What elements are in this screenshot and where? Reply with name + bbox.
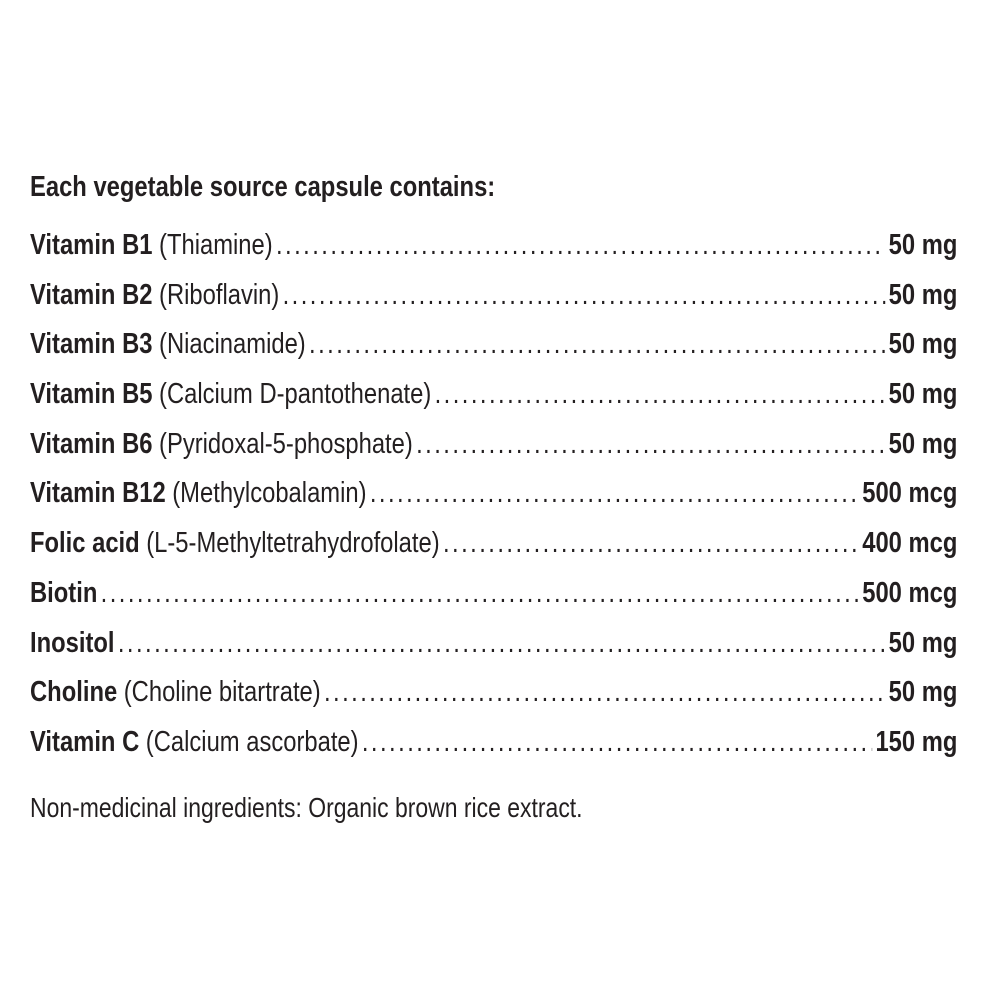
dot-leader	[362, 725, 872, 759]
ingredient-row: Vitamin B2(Riboflavin) 50 mg	[30, 278, 957, 328]
dot-leader	[370, 476, 859, 510]
dot-leader	[324, 675, 885, 709]
ingredient-row: Vitamin B5(Calcium D-pantothenate) 50 mg	[30, 377, 957, 427]
ingredient-source: (Thiamine)	[159, 229, 273, 261]
ingredient-source: (Pyridoxal-5-phosphate)	[159, 427, 413, 460]
ingredient-row: Vitamin B1(Thiamine) 50 mg	[30, 228, 957, 278]
ingredient-row: Vitamin B3(Niacinamide) 50 mg	[30, 327, 957, 377]
ingredient-source: (Niacinamide)	[159, 328, 306, 361]
ingredient-amount: 50 mg	[888, 229, 958, 261]
ingredient-source: (Calcium D-pantothenate)	[159, 378, 432, 411]
ingredient-amount: 400 mcg	[862, 527, 958, 560]
ingredient-row: Biotin 500 mcg	[30, 576, 957, 626]
ingredient-name: Vitamin B1	[30, 229, 153, 261]
ingredient-row: Inositol 50 mg	[30, 626, 957, 676]
ingredient-amount: 50 mg	[888, 378, 958, 411]
ingredient-row: Folic acid(L-5-Methyltetrahydrofolate) 40…	[30, 526, 957, 576]
ingredient-amount: 50 mg	[888, 427, 958, 460]
ingredient-row: Vitamin B6(Pyridoxal-5-phosphate) 50 mg	[30, 427, 957, 477]
ingredient-row: Choline(Choline bitartrate) 50 mg	[30, 675, 957, 725]
ingredient-name: Biotin	[30, 576, 98, 609]
ingredient-source: (Choline bitartrate)	[123, 676, 321, 709]
ingredient-name: Vitamin B5	[30, 378, 153, 411]
ingredient-list: Vitamin B1(Thiamine) 50 mg Vitamin B2(Rib…	[30, 228, 1000, 775]
ingredient-amount: 50 mg	[888, 278, 958, 311]
ingredient-name: Choline	[30, 676, 118, 709]
ingredient-name: Inositol	[30, 626, 115, 659]
dot-leader	[309, 327, 885, 361]
ingredient-source: (Calcium ascorbate)	[145, 725, 359, 758]
dot-leader	[416, 427, 885, 461]
ingredient-amount: 50 mg	[888, 676, 958, 709]
dot-leader	[118, 626, 886, 660]
ingredient-amount: 500 mcg	[862, 477, 958, 510]
ingredient-name: Vitamin B6	[30, 427, 153, 460]
dot-leader	[443, 526, 859, 560]
ingredient-name: Vitamin B3	[30, 328, 153, 361]
dot-leader	[276, 228, 885, 262]
ingredient-name: Vitamin B2	[30, 278, 153, 311]
ingredient-row: Vitamin B12(Methylcobalamin) 500 mcg	[30, 476, 957, 526]
ingredient-source: (Methylcobalamin)	[172, 477, 367, 510]
ingredient-name: Vitamin C	[30, 725, 140, 758]
ingredient-source: (L-5-Methyltetrahydrofolate)	[146, 527, 440, 560]
ingredient-amount: 150 mg	[875, 725, 958, 758]
ingredient-amount: 500 mcg	[862, 576, 958, 609]
ingredient-row: Vitamin C(Calcium ascorbate) 150 mg	[30, 725, 957, 775]
dot-leader	[101, 576, 859, 610]
dot-leader	[283, 278, 886, 312]
ingredient-name: Vitamin B12	[30, 477, 166, 510]
ingredients-heading: Each vegetable source capsule contains:	[30, 171, 496, 203]
non-medicinal-ingredients: Non-medicinal ingredients: Organic brown…	[30, 792, 583, 823]
dot-leader	[435, 377, 886, 411]
ingredient-source: (Riboflavin)	[159, 278, 280, 311]
ingredient-name: Folic acid	[30, 527, 140, 560]
ingredient-amount: 50 mg	[888, 328, 958, 361]
ingredient-amount: 50 mg	[888, 626, 958, 659]
